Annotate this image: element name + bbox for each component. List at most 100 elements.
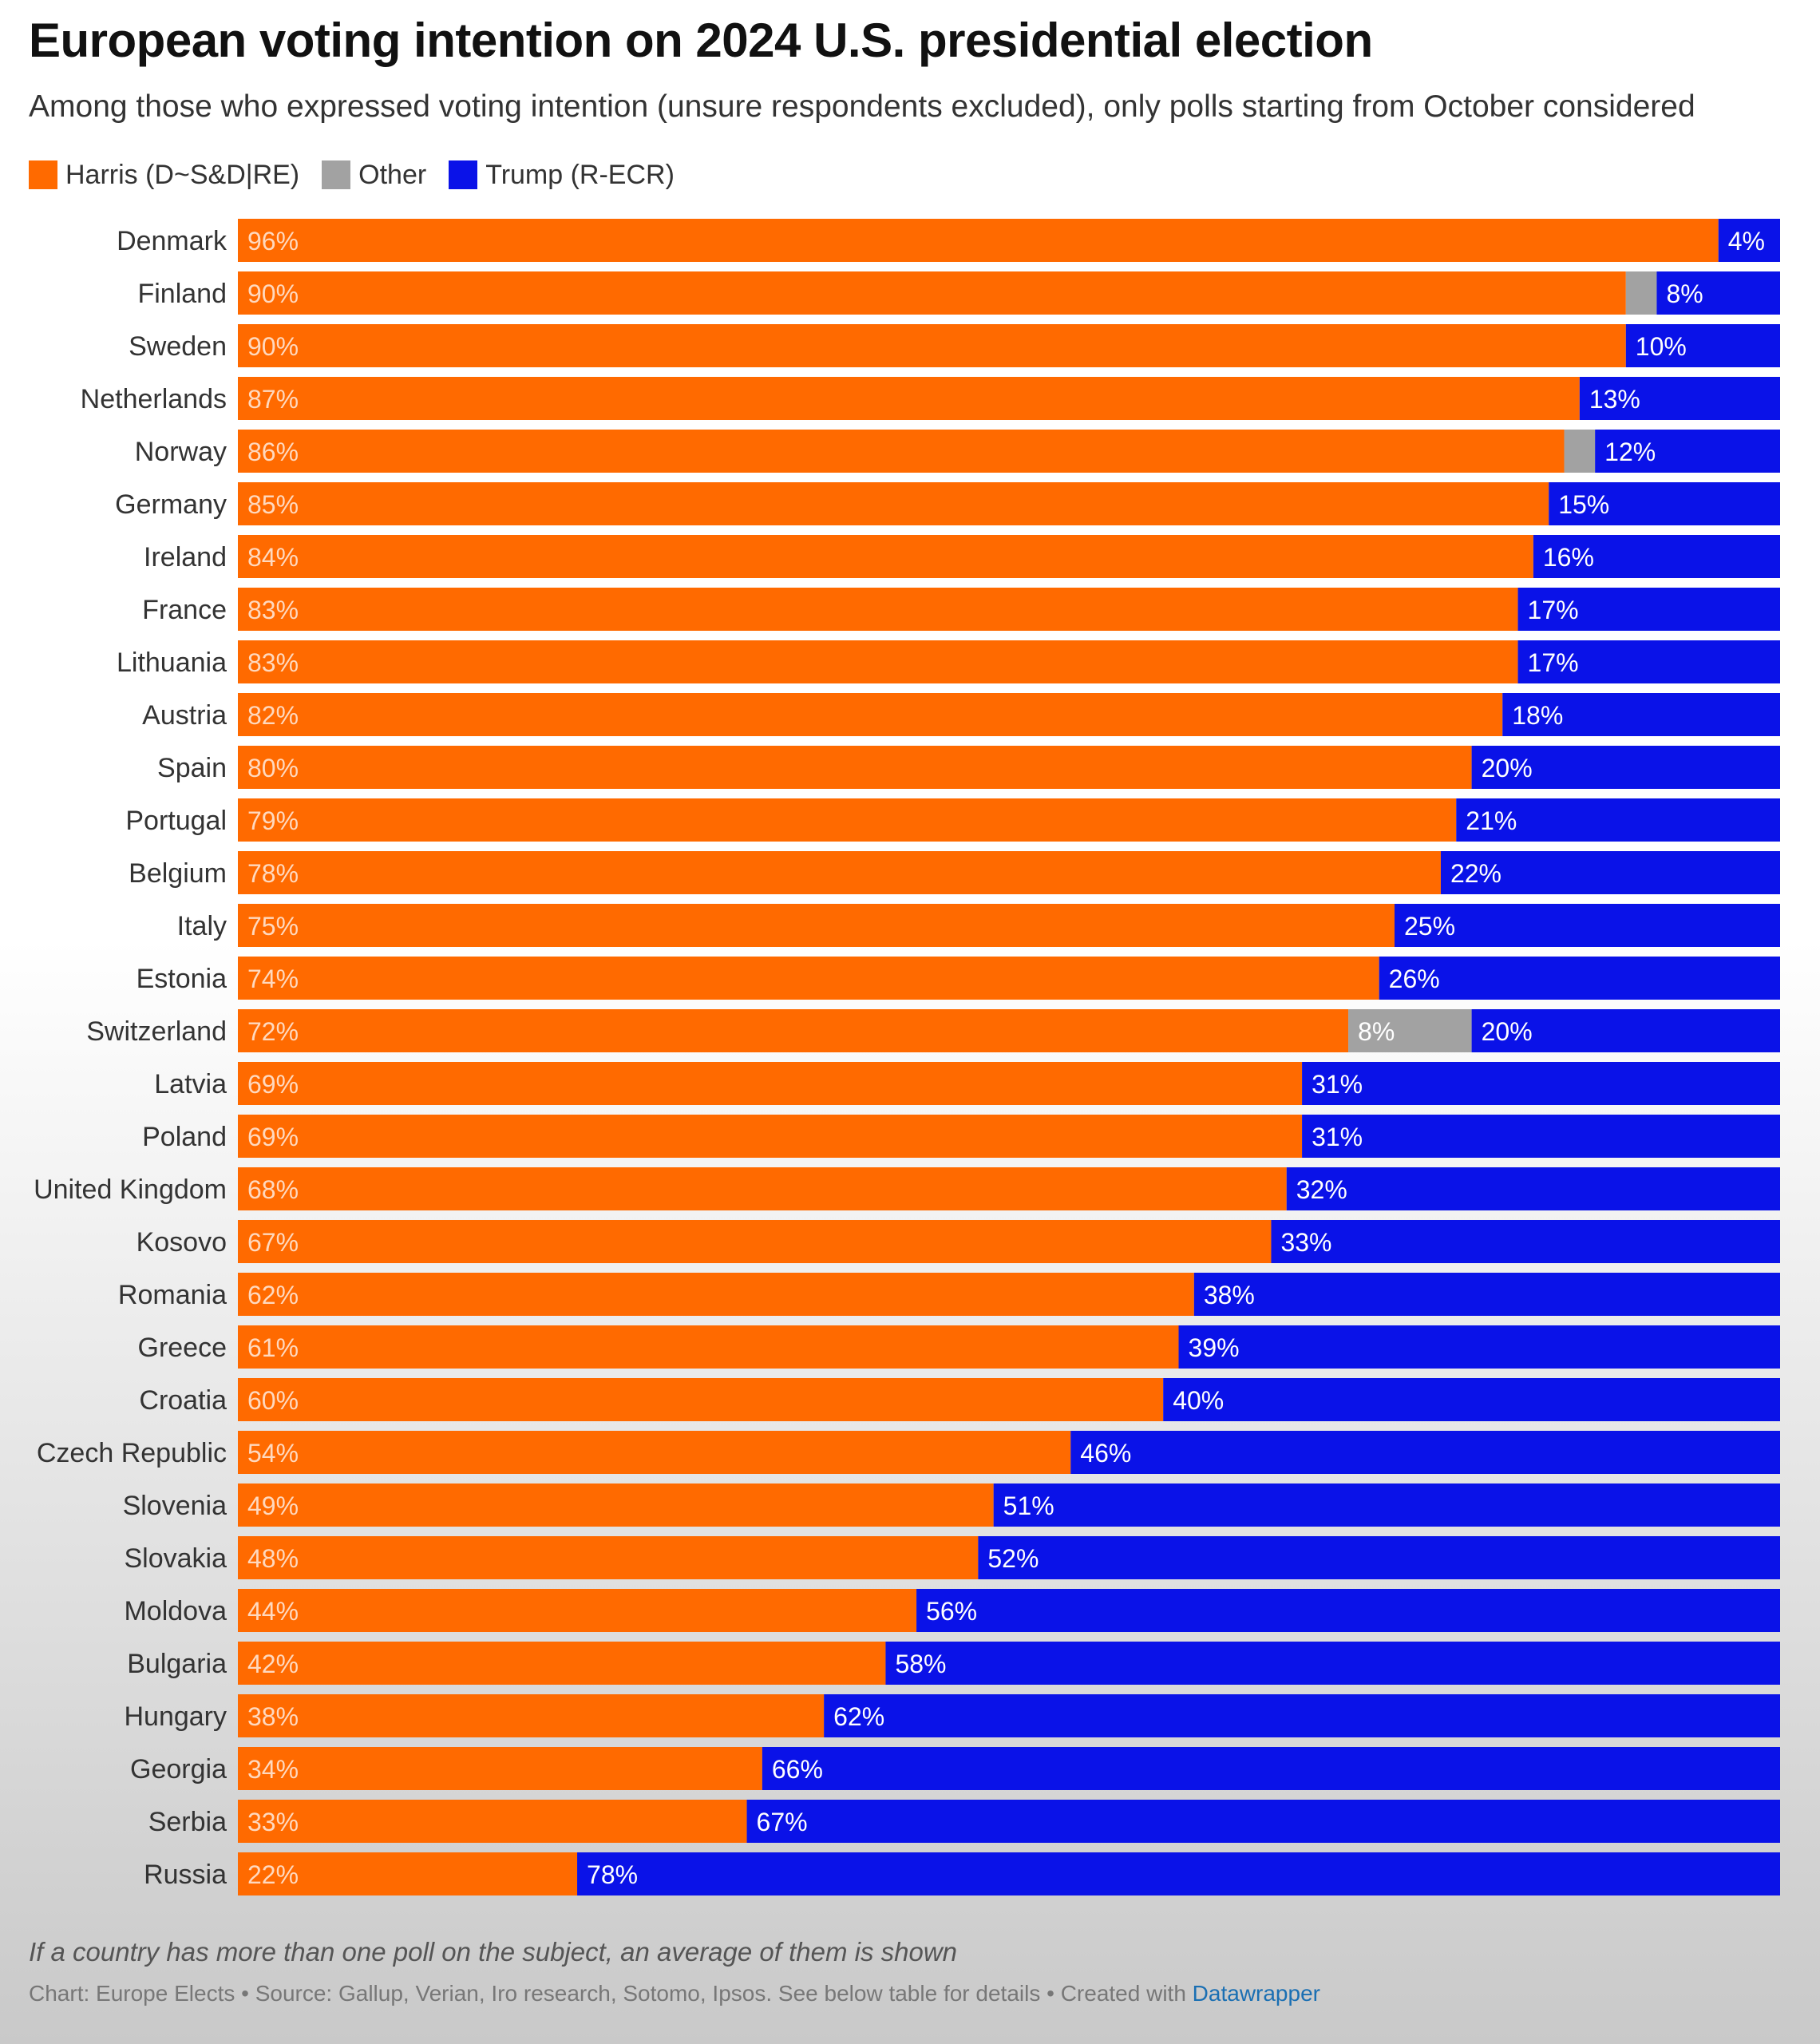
data-label-trump-belgium: 22% [1450, 859, 1502, 888]
data-label-harris-kosovo: 67% [247, 1228, 299, 1257]
category-label-russia: Russia [144, 1860, 227, 1890]
bar-other-switzerland [1348, 1009, 1472, 1052]
data-label-trump-estonia: 26% [1389, 965, 1440, 993]
data-label-other-switzerland: 8% [1358, 1017, 1395, 1046]
data-label-harris-france: 83% [247, 596, 299, 624]
bar-harris-greece [238, 1325, 1179, 1369]
data-label-harris-finland: 90% [247, 279, 299, 308]
bar-trump-moldova [916, 1589, 1780, 1632]
bar-trump-portugal [1456, 798, 1780, 842]
data-label-trump-lithuania: 17% [1528, 648, 1579, 677]
stacked-bar-chart: Denmark 96% 4% Finland 90% 8% Sweden 90% 10% Neth… [34, 219, 1780, 1895]
data-label-trump-portugal: 21% [1466, 806, 1517, 835]
bar-trump-serbia [746, 1800, 1780, 1843]
bar-trump-kosovo [1271, 1220, 1780, 1263]
data-label-harris-norway: 86% [247, 438, 299, 466]
data-label-harris-bulgaria: 42% [247, 1650, 299, 1678]
bar-harris-bulgaria [238, 1642, 886, 1685]
bar-harris-austria [238, 693, 1503, 736]
bar-harris-kosovo [238, 1220, 1272, 1263]
data-label-harris-austria: 82% [247, 701, 299, 730]
bar-harris-estonia [238, 957, 1379, 1000]
data-label-harris-estonia: 74% [247, 965, 299, 993]
data-label-trump-hungary: 62% [833, 1702, 884, 1731]
data-label-trump-greece: 39% [1189, 1333, 1240, 1362]
data-label-harris-sweden: 90% [247, 332, 299, 361]
data-label-trump-moldova: 56% [926, 1597, 977, 1626]
data-label-harris-lithuania: 83% [247, 648, 299, 677]
category-label-romania: Romania [118, 1280, 227, 1310]
bar-trump-sweden [1625, 324, 1780, 367]
bar-harris-belgium [238, 851, 1441, 894]
data-label-harris-spain: 80% [247, 754, 299, 782]
bar-trump-finland [1656, 271, 1780, 315]
bar-trump-czech-republic [1070, 1431, 1780, 1474]
bar-harris-moldova [238, 1589, 917, 1632]
category-label-slovakia: Slovakia [124, 1543, 227, 1574]
bar-trump-slovenia [993, 1483, 1780, 1527]
data-label-trump-russia: 78% [587, 1860, 638, 1889]
category-label-hungary: Hungary [124, 1701, 227, 1732]
bar-trump-netherlands [1579, 377, 1780, 420]
category-label-poland: Poland [142, 1122, 227, 1152]
category-label-netherlands: Netherlands [81, 384, 227, 414]
data-label-trump-ireland: 16% [1543, 543, 1594, 572]
data-label-harris-denmark: 96% [247, 227, 299, 256]
data-label-trump-bulgaria: 58% [895, 1650, 946, 1678]
data-label-trump-italy: 25% [1404, 912, 1455, 941]
data-label-harris-hungary: 38% [247, 1702, 299, 1731]
legend-label-trump: Trump (R-ECR) [485, 159, 675, 190]
chart-title: European voting intention on 2024 U.S. p… [29, 14, 1373, 67]
category-label-kosovo: Kosovo [136, 1227, 227, 1258]
category-label-belgium: Belgium [129, 858, 227, 889]
bar-trump-denmark [1718, 219, 1780, 262]
bar-trump-belgium [1440, 851, 1780, 894]
data-label-harris-slovenia: 49% [247, 1491, 299, 1520]
category-label-slovenia: Slovenia [123, 1491, 228, 1521]
bar-harris-lithuania [238, 640, 1518, 683]
data-label-trump-georgia: 66% [772, 1755, 823, 1784]
data-label-harris-germany: 85% [247, 490, 299, 519]
bar-harris-czech-republic [238, 1431, 1071, 1474]
category-label-finland: Finland [137, 279, 227, 309]
bar-harris-sweden [238, 324, 1626, 367]
bar-trump-latvia [1302, 1062, 1780, 1105]
data-label-trump-latvia: 31% [1312, 1070, 1363, 1099]
data-label-harris-united-kingdom: 68% [247, 1175, 299, 1204]
bar-harris-denmark [238, 219, 1719, 262]
datawrapper-link[interactable]: Datawrapper [1192, 1981, 1320, 2006]
bar-trump-slovakia [978, 1536, 1780, 1579]
bar-trump-georgia [762, 1747, 1780, 1790]
bar-harris-switzerland [238, 1009, 1349, 1052]
bar-trump-hungary [824, 1694, 1780, 1737]
data-label-harris-belgium: 78% [247, 859, 299, 888]
bar-harris-norway [238, 430, 1565, 473]
category-label-united-kingdom: United Kingdom [34, 1175, 227, 1205]
category-label-denmark: Denmark [117, 226, 228, 256]
category-label-latvia: Latvia [154, 1069, 227, 1099]
bar-trump-united-kingdom [1286, 1167, 1780, 1210]
bar-trump-greece [1178, 1325, 1780, 1369]
bar-harris-germany [238, 482, 1549, 525]
data-label-harris-georgia: 34% [247, 1755, 299, 1784]
bar-trump-ireland [1533, 535, 1780, 578]
category-label-georgia: Georgia [130, 1754, 227, 1785]
bar-harris-latvia [238, 1062, 1303, 1105]
data-label-harris-netherlands: 87% [247, 385, 299, 414]
data-label-trump-poland: 31% [1312, 1123, 1363, 1151]
legend-item-other: Other [322, 160, 426, 191]
data-label-harris-italy: 75% [247, 912, 299, 941]
legend-swatch-trump [449, 160, 478, 189]
data-label-harris-russia: 22% [247, 1860, 299, 1889]
data-label-harris-romania: 62% [247, 1281, 299, 1309]
bar-harris-romania [238, 1273, 1194, 1316]
data-label-harris-switzerland: 72% [247, 1017, 299, 1046]
footnote: If a country has more than one poll on t… [29, 1937, 958, 1967]
bar-trump-norway [1595, 430, 1780, 473]
category-label-spain: Spain [157, 753, 227, 783]
data-label-trump-slovenia: 51% [1003, 1491, 1054, 1520]
bar-harris-poland [238, 1115, 1303, 1158]
data-label-harris-croatia: 60% [247, 1386, 299, 1415]
bar-trump-estonia [1379, 957, 1780, 1000]
bar-harris-georgia [238, 1747, 762, 1790]
